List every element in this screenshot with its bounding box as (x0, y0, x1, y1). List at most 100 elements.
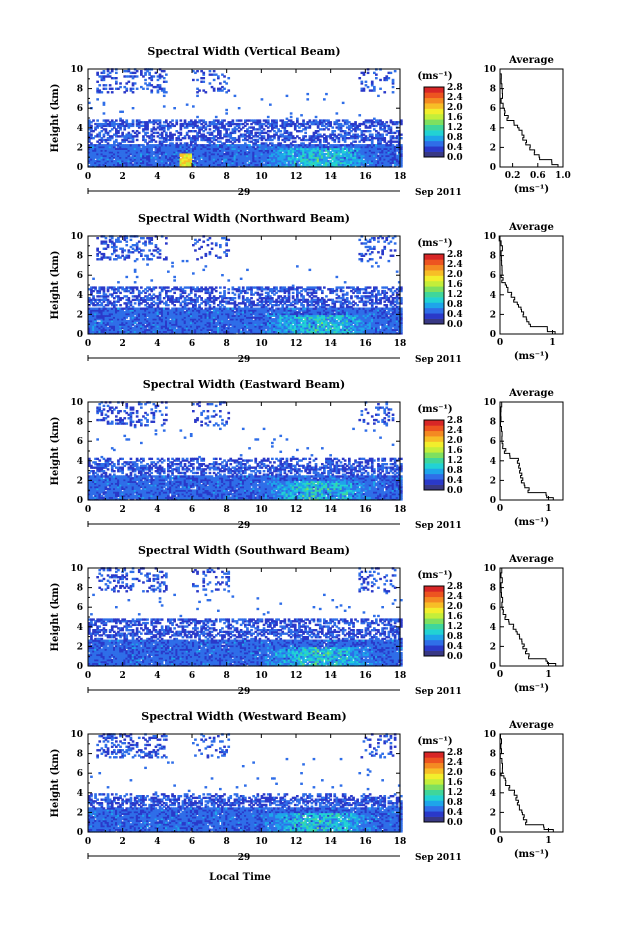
heatmap-cell (162, 70, 166, 73)
heatmap-cell (140, 154, 143, 158)
heatmap-cell (127, 80, 131, 83)
heatmap-cell (337, 156, 341, 159)
heatmap-cell (208, 82, 212, 85)
heatmap-cell (181, 124, 185, 128)
heatmap-cell (354, 140, 357, 143)
heatmap-cell (283, 156, 287, 159)
heatmap-cell (289, 115, 293, 119)
heatmap-cell (88, 131, 91, 135)
heatmap-cell (192, 156, 195, 159)
heatmap-cell (202, 152, 206, 156)
heatmap-cell (98, 84, 102, 87)
heatmap-cell (273, 122, 276, 126)
heatmap-cell (167, 135, 170, 138)
heatmap-cell (98, 158, 102, 161)
heatmap-cell (310, 137, 314, 140)
heatmap-cell (142, 237, 145, 240)
heatmap-cell (300, 124, 303, 128)
heatmap-cell (187, 151, 191, 154)
heatmap-cell (235, 163, 239, 166)
heatmap-cell (237, 163, 241, 166)
heatmap-cell (135, 147, 139, 150)
heatmap-cell (308, 124, 312, 128)
heatmap-cell (119, 122, 122, 126)
heatmap-cell (212, 156, 216, 159)
heatmap-cell (200, 80, 203, 83)
heatmap-cell (260, 159, 264, 163)
heatmap-cell (244, 133, 247, 136)
heatmap-cell (248, 137, 251, 140)
heatmap-cell (156, 163, 160, 166)
heatmap-cell (204, 128, 208, 131)
heatmap-cell (231, 149, 235, 152)
heatmap-cell (100, 126, 104, 129)
heatmap-cell (219, 145, 222, 149)
heatmap-cell (235, 165, 239, 168)
heatmap-cell (175, 154, 179, 158)
colorbar-segment (424, 130, 444, 136)
heatmap-cell (314, 156, 318, 159)
heatmap-cell (189, 121, 193, 124)
heatmap-cell (331, 158, 335, 161)
heatmap-cell (244, 130, 247, 133)
heatmap-cell (169, 121, 172, 124)
heatmap-cell (316, 158, 320, 161)
heatmap-cell (281, 152, 285, 156)
heatmap-cell (285, 144, 289, 147)
heatmap-cell (104, 130, 108, 133)
heatmap-cell (283, 163, 287, 166)
heatmap-cell (293, 140, 297, 143)
heatmap-cell (125, 137, 129, 140)
heatmap-cell (110, 156, 114, 159)
heatmap-cell (121, 158, 124, 161)
heatmap-cell (291, 163, 295, 166)
heatmap-cell (142, 165, 145, 168)
heatmap-cell (133, 159, 137, 163)
heatmap-cell (321, 149, 324, 152)
heatmap-cell (333, 165, 337, 168)
heatmap-cell (152, 159, 156, 163)
heatmap-cell (185, 161, 189, 165)
heatmap-cell (167, 149, 170, 152)
heatmap-cell (285, 137, 289, 140)
heatmap-cell (387, 77, 391, 80)
heatmap-cell (300, 114, 303, 117)
heatmap-cell (262, 128, 266, 131)
heatmap-cell (260, 147, 264, 150)
heatmap-cell (206, 149, 210, 152)
heatmap-cell (150, 152, 154, 156)
heatmap-cell (302, 119, 305, 122)
heatmap-cell (194, 142, 197, 145)
heatmap-cell (179, 133, 183, 136)
heatmap-cell (391, 85, 395, 89)
heatmap-cell (127, 159, 131, 163)
heatmap-cell (233, 144, 237, 147)
heatmap-cell (283, 147, 287, 150)
heatmap-cell (312, 165, 316, 168)
heatmap-cell (269, 165, 272, 168)
heatmap-cell (196, 145, 199, 149)
heatmap-cell (256, 165, 260, 168)
heatmap-cell (244, 158, 247, 161)
heatmap-cell (287, 135, 291, 138)
heatmap-cell (281, 156, 285, 159)
heatmap-cell (88, 144, 91, 147)
heatmap-cell (229, 163, 233, 166)
heatmap-cell (100, 137, 104, 140)
heatmap-cell (310, 122, 314, 126)
heatmap-cell (337, 149, 341, 152)
heatmap-cell (316, 149, 320, 152)
heatmap-cell (325, 165, 328, 168)
heatmap-cell (287, 159, 291, 163)
heatmap-cell (88, 147, 91, 150)
heatmap-cell (100, 152, 104, 156)
heatmap-cell (98, 138, 102, 142)
heatmap-cell (206, 147, 210, 150)
heatmap-cell (200, 70, 203, 73)
heatmap-cell (227, 133, 231, 136)
heatmap-cell (179, 142, 183, 145)
heatmap-cell (331, 138, 335, 142)
heatmap-cell (142, 124, 145, 128)
heatmap-cell (137, 240, 141, 243)
heatmap-cell (148, 161, 151, 165)
